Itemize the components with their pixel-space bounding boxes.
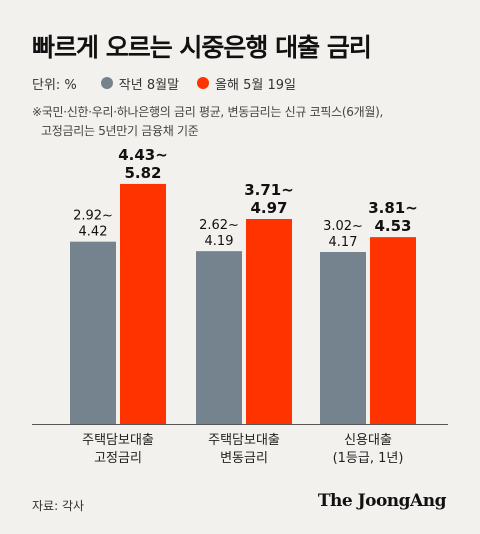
bar-curr-1 [246,218,292,424]
data-label-curr-2-0: 3.81~ [368,199,418,217]
category-label-1-0: 주택담보대출 [208,433,280,448]
data-label-prev-0-0: 2.92~ [73,209,113,224]
chart-title: 빠르게 오르는 시중은행 대출 금리 [32,33,372,62]
category-label-2-1: (1등급, 1년) [333,451,404,466]
bar-curr-2 [370,237,416,424]
brand-logo: The JoongAng [317,491,447,511]
legend-label-curr: 올해 5월 19일 [215,77,296,93]
legend-item-prev: 작년 8월말 [100,74,180,93]
data-label-prev-2-0: 3.02~ [323,219,363,234]
footnote-line-1: ※국민·신한·우리·하나은행의 금리 평균, 변동금리는 신규 코픽스(6개월)… [32,105,383,119]
data-label-curr-1-1: 4.97 [250,199,287,217]
legend: 단위: % 작년 8월말 올해 5월 19일 [32,74,314,93]
category-label-2-0: 신용대출 [344,433,392,448]
bar-prev-0 [70,241,116,424]
data-label-prev-0-1: 4.42 [79,225,108,240]
footnote-line-2: 고정금리는 5년만기 금융채 기준 [41,124,199,138]
bar-prev-1 [196,251,242,424]
bar-curr-0 [120,183,166,424]
unit-label: 단위: % [32,77,77,93]
legend-item-curr: 올해 5월 19일 [197,74,296,93]
data-label-curr-0-0: 4.43~ [118,146,168,164]
data-label-curr-2-1: 4.53 [374,217,411,235]
category-label-0-1: 고정금리 [94,451,142,466]
legend-swatch-prev [100,77,113,89]
data-label-prev-2-1: 4.17 [329,235,358,250]
footnote: ※국민·신한·우리·하나은행의 금리 평균, 변동금리는 신규 코픽스(6개월)… [32,103,472,141]
category-label-0-0: 주택담보대출 [82,433,154,448]
legend-swatch-curr [197,77,210,89]
data-label-prev-1-0: 2.62~ [199,218,239,233]
legend-label-prev: 작년 8월말 [118,77,180,93]
source-label: 자료: 각사 [32,499,85,513]
data-label-prev-1-1: 4.19 [205,234,234,249]
category-label-1-1: 변동금리 [220,451,268,466]
data-label-curr-0-1: 5.82 [124,164,161,182]
bar-prev-2 [320,251,366,424]
data-label-curr-1-0: 3.71~ [244,181,294,199]
